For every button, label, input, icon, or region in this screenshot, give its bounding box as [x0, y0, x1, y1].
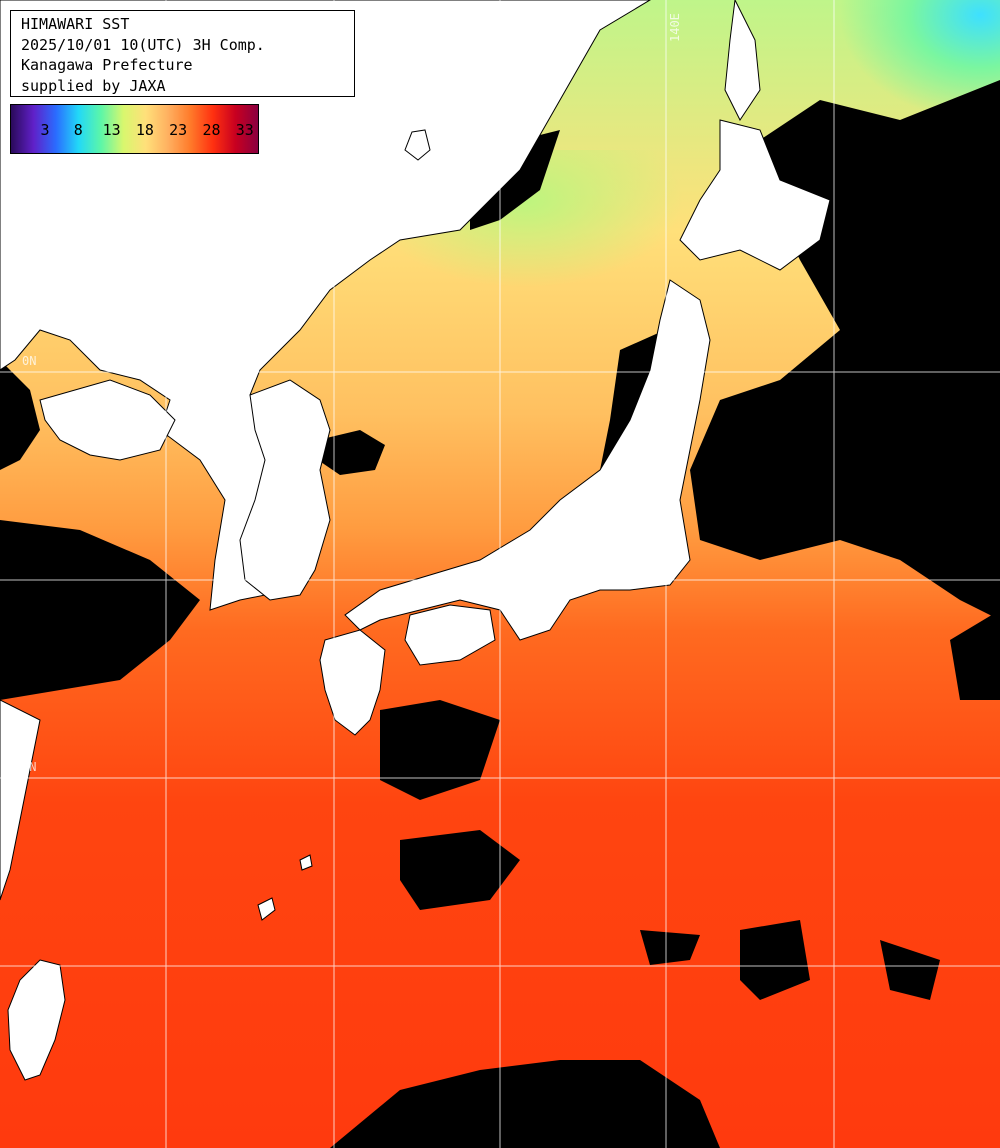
lat-label-south: 0N	[22, 760, 37, 774]
legend-tick-label: 18	[136, 121, 154, 139]
cloud-masks	[0, 80, 1000, 1148]
map-info-box: HIMAWARI SST 2025/10/01 10(UTC) 3H Comp.…	[10, 10, 355, 97]
hokkaido	[679, 119, 831, 271]
shandong-peninsula	[39, 379, 176, 461]
izu-island	[404, 129, 431, 161]
china-coast	[0, 699, 41, 901]
honshu	[344, 279, 711, 641]
lat-label-north: 0N	[22, 354, 37, 368]
legend-gradient	[11, 105, 258, 153]
legend-tick-label: 23	[169, 121, 187, 139]
legend-tick-label: 8	[74, 121, 83, 139]
legend-tick-label: 28	[202, 121, 220, 139]
temperature-legend: 3 8 13 18 23 28 33	[10, 104, 259, 154]
region-name: Kanagawa Prefecture	[21, 56, 193, 74]
lon-140e-label: 140E	[668, 13, 682, 42]
korean-peninsula	[239, 379, 331, 601]
legend-tick-label: 13	[103, 121, 121, 139]
legend-tick-label: 33	[236, 121, 254, 139]
timestamp: 2025/10/01 10(UTC) 3H Comp.	[21, 35, 265, 54]
legend-tick-label: 3	[40, 121, 49, 139]
ryukyu-amami	[299, 854, 313, 871]
legend-colorbar: 3 8 13 18 23 28 33	[11, 105, 258, 153]
data-credit: supplied by JAXA	[21, 76, 166, 95]
sakhalin	[724, 0, 761, 121]
ryukyu-okinawa	[257, 897, 276, 921]
kyushu	[319, 629, 386, 736]
product-title: HIMAWARI SST	[21, 15, 130, 33]
shikoku	[404, 604, 496, 666]
taiwan	[7, 959, 66, 1081]
